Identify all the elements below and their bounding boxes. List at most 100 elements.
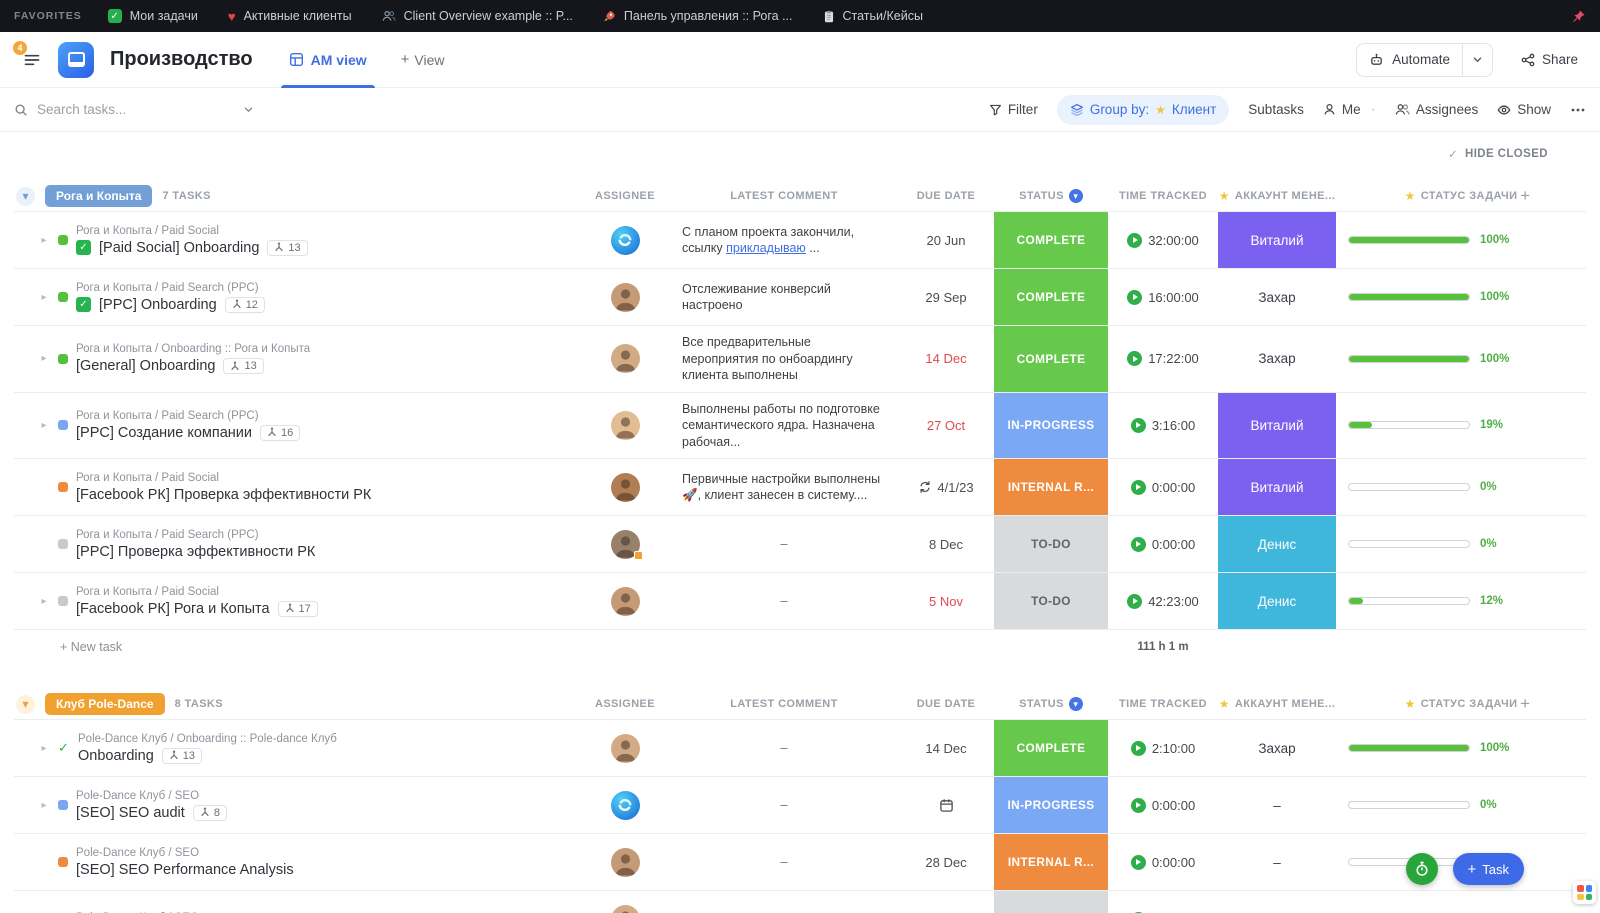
add-view-button[interactable]: View [401, 51, 444, 68]
assignee-avatar[interactable] [610, 225, 640, 255]
assignee-avatar[interactable] [610, 790, 640, 820]
account-manager-cell[interactable]: Захар [1218, 326, 1336, 392]
show-button[interactable]: Show [1497, 102, 1551, 117]
assignee-avatar[interactable] [610, 847, 640, 877]
subtask-count[interactable]: 16 [260, 424, 301, 441]
column-header[interactable]: STATUS [994, 189, 1108, 203]
task-name[interactable]: [General] Onboarding [76, 358, 216, 375]
task-name[interactable]: [PPC] Создание компании [76, 424, 252, 441]
collapse-group-icon[interactable] [16, 186, 35, 206]
due-date-cell[interactable] [898, 777, 994, 833]
favorite-item[interactable]: Активные клиенты [228, 9, 352, 24]
status-cell[interactable]: TO-DO [994, 891, 1108, 913]
account-manager-cell[interactable]: Денис [1218, 516, 1336, 572]
group-name[interactable]: Рога и Копыта [45, 185, 153, 207]
due-date-cell[interactable]: 28 Dec [898, 834, 994, 890]
due-date-cell[interactable]: 4/1/23 [898, 459, 994, 515]
search-chevron-icon[interactable] [243, 104, 254, 115]
comment-cell[interactable]: Первичные настройки выполнены 🚀, клиент … [670, 459, 898, 515]
task-status-bullet[interactable] [58, 482, 68, 492]
task-breadcrumb[interactable]: Рога и Копыта / Paid Search (PPC) [76, 528, 259, 541]
tab-am-view[interactable]: AM view [280, 32, 375, 88]
task-breadcrumb[interactable]: Рога и Копыта / Paid Search (PPC) [76, 409, 259, 422]
assignee-avatar[interactable] [610, 282, 640, 312]
account-manager-cell[interactable]: Денис [1218, 573, 1336, 629]
task-status-bullet[interactable] [58, 420, 68, 431]
add-column-button[interactable] [1520, 694, 1530, 714]
column-header[interactable]: DUE DATE [898, 698, 994, 710]
play-timer-icon[interactable] [1127, 232, 1143, 248]
app-launcher-icon[interactable] [1573, 881, 1596, 904]
task-name[interactable]: Onboarding [78, 747, 154, 764]
status-cell[interactable]: COMPLETE [994, 326, 1108, 392]
account-manager-cell[interactable]: – [1218, 834, 1336, 890]
pin-icon[interactable] [1571, 9, 1586, 24]
task-name[interactable]: [PPC] Проверка эффективности РК [76, 543, 316, 560]
expand-arrow-icon[interactable] [38, 596, 50, 607]
status-cell[interactable]: TO-DO [994, 516, 1108, 572]
task-status-bullet[interactable] [58, 596, 68, 606]
assignees-button[interactable]: Assignees [1395, 102, 1478, 117]
due-date-cell[interactable]: 27 Oct [898, 393, 994, 459]
account-manager-cell[interactable]: – [1218, 777, 1336, 833]
sidebar-menu-button[interactable]: 4 [13, 40, 48, 76]
account-manager-cell[interactable]: Захар [1218, 720, 1336, 776]
account-manager-cell[interactable]: Захар [1218, 269, 1336, 325]
account-manager-cell[interactable]: Виталий [1218, 212, 1336, 268]
more-options-icon[interactable] [1570, 102, 1586, 118]
task-name[interactable]: [Facebook РК] Проверка эффективности РК [76, 486, 372, 503]
group-by-button[interactable]: Group by: Клиент [1056, 94, 1230, 125]
status-dropdown-icon[interactable] [1068, 697, 1083, 711]
add-column-button[interactable] [1520, 186, 1530, 206]
play-timer-icon[interactable] [1130, 797, 1146, 813]
comment-cell[interactable]: – [670, 777, 898, 833]
comment-cell[interactable]: Все предварительные мероприятия по онбоа… [670, 326, 898, 392]
new-task-button[interactable]: + New task [60, 639, 123, 654]
status-cell[interactable]: COMPLETE [994, 269, 1108, 325]
due-date-cell[interactable] [898, 891, 994, 913]
task-breadcrumb[interactable]: Pole-Dance Клуб / SEO [76, 846, 200, 859]
expand-arrow-icon[interactable] [38, 743, 50, 754]
column-header[interactable]: АККАУНТ МЕНЕ... [1218, 697, 1336, 711]
assignee-avatar[interactable] [610, 344, 640, 374]
comment-cell[interactable]: – [670, 516, 898, 572]
automate-button[interactable]: Automate [1357, 44, 1462, 76]
column-header[interactable]: ASSIGNEE [580, 698, 670, 710]
group-name[interactable]: Клуб Pole-Dance [45, 693, 165, 715]
task-breadcrumb[interactable]: Рога и Копыта / Paid Social [76, 471, 219, 484]
comment-cell[interactable]: – [670, 573, 898, 629]
play-timer-icon[interactable] [1130, 536, 1146, 552]
assignee-avatar[interactable] [610, 733, 640, 763]
task-name[interactable]: [SEO] SEO audit [76, 804, 185, 821]
due-date-cell[interactable]: 14 Dec [898, 720, 994, 776]
play-timer-icon[interactable] [1130, 740, 1146, 756]
app-logo[interactable] [58, 41, 94, 78]
task-breadcrumb[interactable]: Pole-Dance Клуб / Onboarding :: Pole-dan… [78, 732, 337, 745]
play-timer-icon[interactable] [1130, 479, 1146, 495]
task-breadcrumb[interactable]: Рога и Копыта / Paid Search (PPC) [76, 281, 259, 294]
new-task-fab[interactable]: Task [1452, 853, 1524, 885]
share-button[interactable]: Share [1521, 52, 1578, 67]
due-date-cell[interactable]: 14 Dec [898, 326, 994, 392]
comment-cell[interactable]: Выполнены работы по подготовке семантиче… [670, 393, 898, 459]
due-date-cell[interactable]: 5 Nov [898, 573, 994, 629]
task-name[interactable]: [SEO] SEO Performance Analysis [76, 861, 294, 878]
subtask-count[interactable]: 13 [267, 239, 308, 256]
play-timer-icon[interactable] [1127, 289, 1143, 305]
task-status-bullet[interactable] [58, 857, 68, 867]
column-header[interactable]: ASSIGNEE [580, 190, 670, 202]
play-timer-icon[interactable] [1130, 854, 1146, 870]
favorite-item[interactable]: Мои задачи [107, 9, 198, 23]
status-dropdown-icon[interactable] [1068, 189, 1083, 203]
favorite-item[interactable]: Статьи/Кейсы [823, 9, 923, 23]
expand-arrow-icon[interactable] [38, 800, 50, 811]
subtask-count[interactable]: 13 [223, 358, 264, 375]
column-header[interactable]: СТАТУС ЗАДАЧИ [1336, 697, 1586, 711]
account-manager-cell[interactable]: Виталий [1218, 459, 1336, 515]
comment-link[interactable]: прикладываю [726, 241, 806, 255]
task-breadcrumb[interactable]: Рога и Копыта / Paid Social [76, 224, 219, 237]
task-breadcrumb[interactable]: Pole-Dance Клуб / SEO [76, 789, 200, 802]
task-breadcrumb[interactable]: Рога и Копыта / Onboarding :: Рога и Коп… [76, 343, 311, 356]
expand-arrow-icon[interactable] [38, 235, 50, 246]
comment-cell[interactable]: – [670, 834, 898, 890]
